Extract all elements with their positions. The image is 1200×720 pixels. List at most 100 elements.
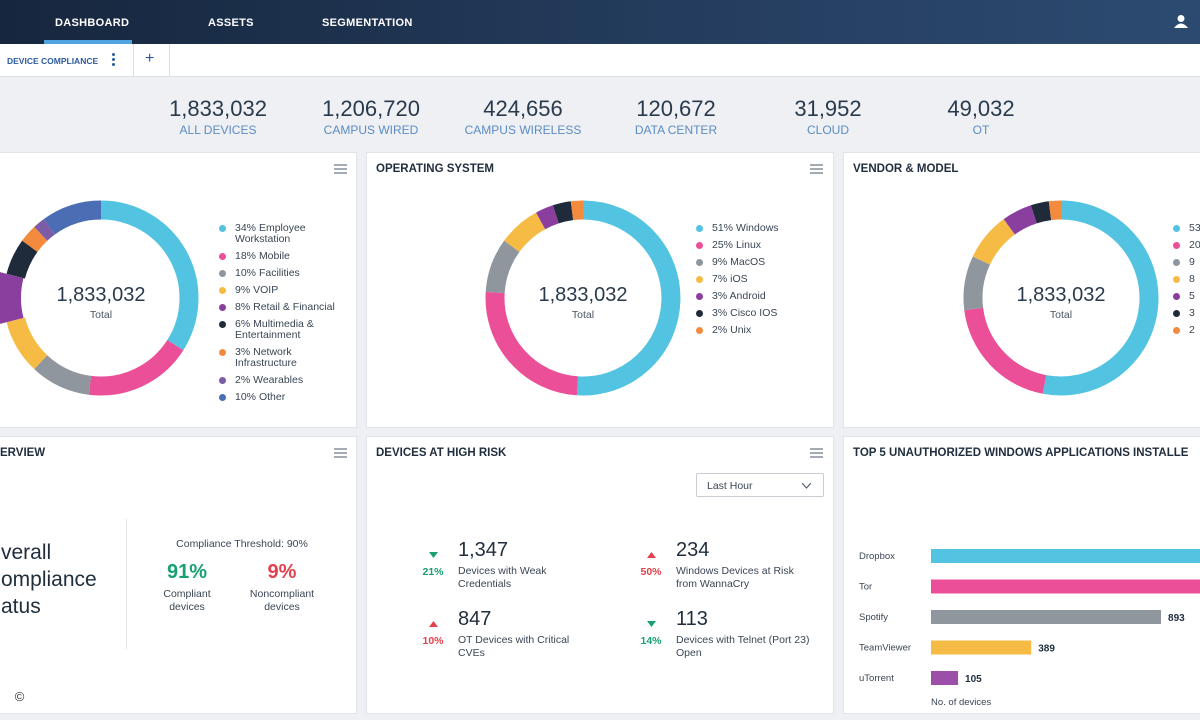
stat-value: 1,206,720	[322, 96, 420, 121]
panel-menu[interactable]	[334, 164, 347, 174]
overview-heading: ompliance	[1, 568, 97, 591]
legend-item[interactable]: 5	[1173, 291, 1200, 302]
bar-category: uTorrent	[859, 673, 894, 684]
donut-segment[interactable]	[88, 339, 184, 396]
subtab-label[interactable]: DEVICE COMPLIANCE	[7, 56, 99, 66]
donut-segment[interactable]	[0, 272, 24, 324]
legend-text: 20	[1189, 240, 1200, 251]
legend-item[interactable]: 7% iOS	[696, 274, 821, 285]
legend-text: 2% Wearables	[235, 375, 303, 386]
panel-menu[interactable]	[334, 448, 347, 458]
legend-item[interactable]: 53	[1173, 223, 1200, 234]
legend-item[interactable]: 8	[1173, 274, 1200, 285]
panel-menu[interactable]	[810, 448, 823, 458]
legend-swatch	[1173, 293, 1180, 300]
panel-title: ERVIEW	[0, 447, 46, 459]
nav-tab[interactable]: ASSETS	[208, 17, 254, 29]
legend-item[interactable]: 3	[1173, 308, 1200, 319]
donut-segment[interactable]	[963, 256, 991, 311]
x-axis-label: No. of devices	[931, 697, 991, 708]
donut-segment[interactable]	[485, 291, 579, 396]
donut-segment[interactable]	[34, 355, 92, 395]
legend-category: Cisco IOS	[730, 307, 778, 319]
legend-item[interactable]: 2% Wearables	[219, 375, 344, 386]
legend-item[interactable]: 9% VOIP	[219, 285, 344, 296]
legend-item[interactable]: 10% Other	[219, 392, 344, 403]
donut-segment[interactable]	[1048, 200, 1062, 221]
donut-segment[interactable]	[576, 200, 681, 396]
donut-segment[interactable]	[570, 200, 584, 221]
donut-segment[interactable]	[22, 226, 48, 253]
donut-segment[interactable]	[43, 200, 102, 235]
legend-item[interactable]: 18% Mobile	[219, 251, 344, 262]
legend-text: 51% Windows	[712, 223, 779, 234]
legend-item[interactable]: 51% Windows	[696, 223, 821, 234]
legend-swatch	[1173, 327, 1180, 334]
stat[interactable]: 49,032 OT	[901, 96, 1061, 137]
legend-text: 34% Employee Workstation	[235, 223, 344, 245]
legend-text: 9% MacOS	[712, 257, 765, 268]
legend-item[interactable]: 9% MacOS	[696, 257, 821, 268]
bar[interactable]	[931, 549, 1200, 563]
legend-swatch	[1173, 276, 1180, 283]
bar[interactable]	[931, 610, 1162, 624]
legend-item[interactable]: 6% Multimedia & Entertainment	[219, 319, 344, 341]
nav-tab[interactable]: DASHBOARD	[55, 17, 130, 29]
donut-segment[interactable]	[6, 317, 48, 370]
filter-dropdown[interactable]: Last Hour	[696, 473, 824, 497]
legend-item[interactable]: 3% Network Infrastructure	[219, 347, 344, 369]
donut-segment[interactable]	[485, 240, 520, 294]
bar-category: Tor	[859, 582, 872, 593]
nav-tab[interactable]: SEGMENTATION	[322, 17, 413, 29]
stat[interactable]: 424,656 CAMPUS WIRELESS	[443, 96, 603, 137]
risk-label: OT Devices with Critical CVEs	[458, 634, 570, 659]
donut-segment[interactable]	[100, 200, 199, 351]
donut-segment[interactable]	[972, 219, 1016, 265]
legend-item[interactable]: 20	[1173, 240, 1200, 251]
stat[interactable]: 1,833,032 ALL DEVICES	[138, 96, 298, 137]
legend-item[interactable]: 34% Employee Workstation	[219, 223, 344, 245]
metric-label: Compliant devices	[163, 588, 211, 613]
legend-item[interactable]: 9	[1173, 257, 1200, 268]
stat[interactable]: 120,672 DATA CENTER	[596, 96, 756, 137]
legend-item[interactable]: 2% Unix	[696, 325, 821, 336]
legend-percent: 9%	[712, 256, 728, 268]
chevron	[802, 483, 811, 489]
panel: OPERATING SYSTEM 1,833,032 Total 51% Window…	[366, 152, 834, 428]
legend-category: Linux	[735, 239, 762, 251]
legend-item[interactable]: 3% Cisco IOS	[696, 308, 821, 319]
donut-segment[interactable]	[1030, 201, 1052, 224]
user-icon[interactable]	[1174, 14, 1188, 28]
legend-category: Other	[258, 391, 286, 403]
donut-segment[interactable]	[552, 201, 574, 224]
donut-segment[interactable]	[536, 205, 559, 230]
panel-title: DEVICES AT HIGH RISK	[376, 447, 507, 459]
donut-segment[interactable]	[6, 240, 38, 279]
legend-item[interactable]: 2	[1173, 325, 1200, 336]
legend-item[interactable]: 10% Facilities	[219, 268, 344, 279]
stat[interactable]: 31,952 CLOUD	[748, 96, 908, 137]
add-tab[interactable]: +	[145, 50, 155, 67]
bar[interactable]	[931, 640, 1032, 655]
legend-text: 3% Network Infrastructure	[235, 347, 344, 369]
donut	[0, 200, 199, 396]
stat[interactable]: 1,206,720 CAMPUS WIRED	[291, 96, 451, 137]
risk-value: 847	[458, 608, 492, 630]
metric-label: Noncompliant devices	[249, 588, 315, 613]
divider	[169, 44, 170, 76]
donut-segment[interactable]	[964, 307, 1047, 394]
donut-segment[interactable]	[1003, 205, 1038, 235]
legend-percent: 3%	[712, 290, 728, 302]
bar[interactable]	[931, 671, 959, 685]
donut-segment[interactable]	[1042, 200, 1159, 396]
subtab-menu[interactable]	[112, 53, 116, 66]
donut-segment[interactable]	[504, 212, 546, 253]
bar[interactable]	[931, 579, 1200, 594]
legend-item[interactable]: 3% Android	[696, 291, 821, 302]
legend-item[interactable]: 25% Linux	[696, 240, 821, 251]
panel-menu[interactable]	[810, 164, 823, 174]
donut-segment[interactable]	[34, 219, 55, 241]
copyright: ©	[11, 688, 28, 705]
active-subtab[interactable]	[0, 44, 134, 76]
legend-item[interactable]: 8% Retail & Financial	[219, 302, 344, 313]
